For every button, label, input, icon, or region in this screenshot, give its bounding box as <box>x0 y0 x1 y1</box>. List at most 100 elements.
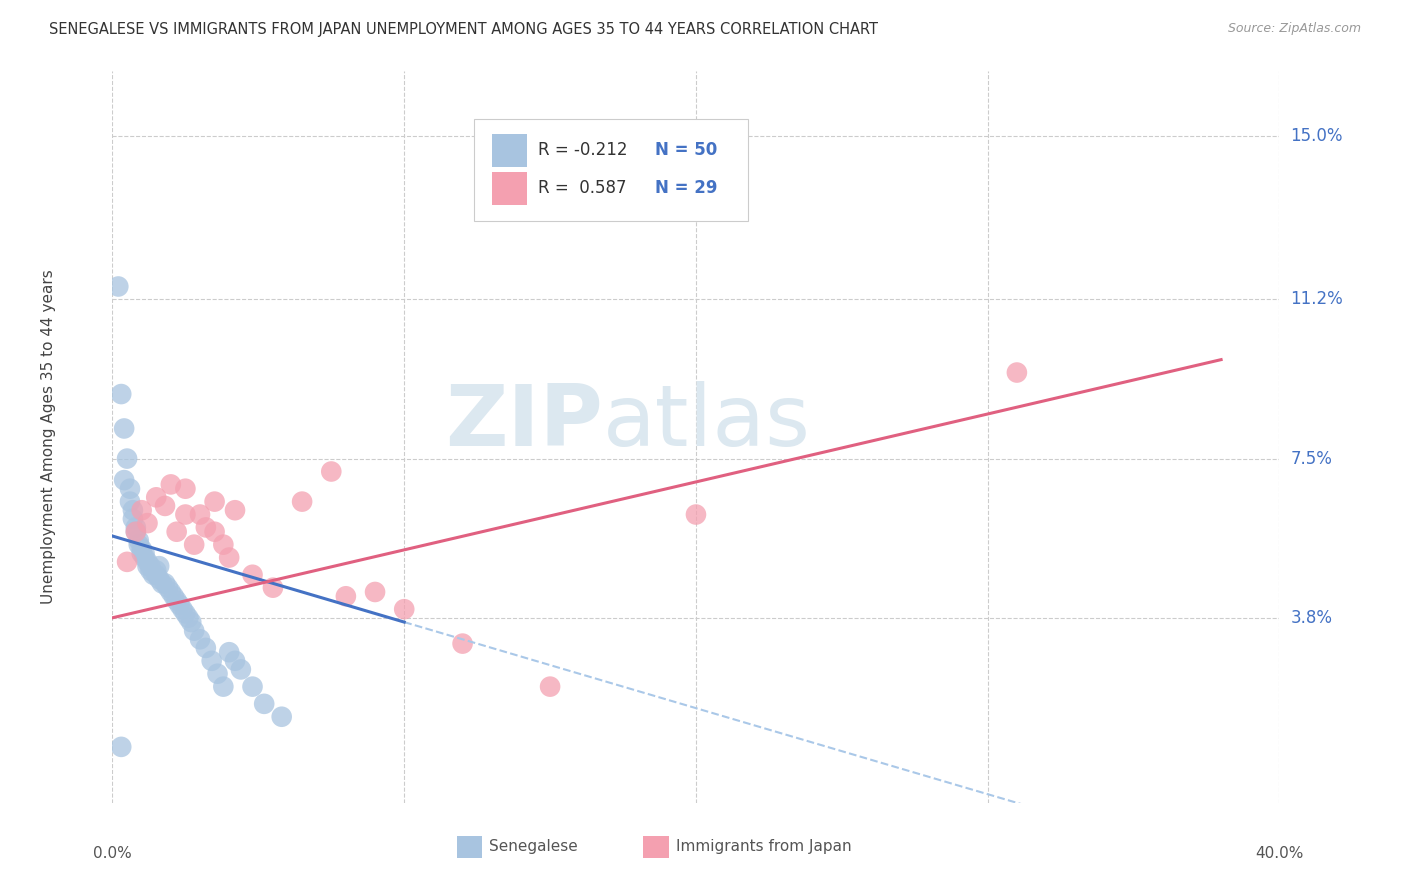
Point <box>142 567 165 582</box>
Point <box>110 387 132 401</box>
Point <box>229 662 252 676</box>
Point <box>145 567 167 582</box>
Point <box>394 602 416 616</box>
Point <box>115 451 138 466</box>
Text: 40.0%: 40.0% <box>1256 846 1303 861</box>
Point <box>1005 366 1028 380</box>
Point <box>224 503 246 517</box>
Point <box>156 581 179 595</box>
Point <box>125 524 148 539</box>
Point <box>136 516 159 530</box>
Text: Immigrants from Japan: Immigrants from Japan <box>676 839 852 855</box>
Point <box>177 611 200 625</box>
Point <box>169 598 191 612</box>
Point <box>128 533 150 548</box>
Text: R =  0.587: R = 0.587 <box>538 179 627 197</box>
Text: atlas: atlas <box>603 381 811 464</box>
Text: SENEGALESE VS IMMIGRANTS FROM JAPAN UNEMPLOYMENT AMONG AGES 35 TO 44 YEARS CORRE: SENEGALESE VS IMMIGRANTS FROM JAPAN UNEM… <box>49 22 879 37</box>
Point <box>685 508 707 522</box>
Point <box>153 499 176 513</box>
Point <box>166 593 188 607</box>
Point <box>538 680 561 694</box>
Point <box>364 585 387 599</box>
Point <box>188 508 211 522</box>
Point <box>188 632 211 647</box>
Point <box>148 572 170 586</box>
Point <box>204 494 226 508</box>
Point <box>136 555 159 569</box>
Point <box>112 421 135 435</box>
Text: R = -0.212: R = -0.212 <box>538 141 628 160</box>
Text: Source: ZipAtlas.com: Source: ZipAtlas.com <box>1227 22 1361 36</box>
Text: Senegalese: Senegalese <box>489 839 578 855</box>
Bar <box>492 134 527 167</box>
Text: 0.0%: 0.0% <box>93 846 132 861</box>
Point <box>291 494 314 508</box>
Text: 3.8%: 3.8% <box>1291 608 1333 627</box>
Point <box>270 710 292 724</box>
Point <box>174 508 197 522</box>
Point <box>145 491 167 505</box>
Point <box>253 697 276 711</box>
Point <box>134 550 156 565</box>
Point <box>148 559 170 574</box>
Point <box>212 538 235 552</box>
Point <box>212 680 235 694</box>
Bar <box>644 836 669 858</box>
Bar <box>457 836 482 858</box>
Point <box>139 559 162 574</box>
Point <box>125 520 148 534</box>
Text: N = 50: N = 50 <box>655 141 717 160</box>
Point <box>201 654 224 668</box>
Point <box>242 567 264 582</box>
Text: 11.2%: 11.2% <box>1291 291 1343 309</box>
Point <box>136 559 159 574</box>
Point <box>115 555 138 569</box>
Point <box>122 512 145 526</box>
Text: 7.5%: 7.5% <box>1291 450 1333 467</box>
Text: Unemployment Among Ages 35 to 44 years: Unemployment Among Ages 35 to 44 years <box>41 269 56 605</box>
Point <box>145 564 167 578</box>
Point <box>204 524 226 539</box>
Point <box>218 550 240 565</box>
Point <box>166 524 188 539</box>
Point <box>242 680 264 694</box>
Point <box>112 473 135 487</box>
Text: ZIP: ZIP <box>444 381 603 464</box>
FancyBboxPatch shape <box>474 119 748 221</box>
Text: 15.0%: 15.0% <box>1291 127 1343 145</box>
Point <box>131 546 153 560</box>
Point <box>180 615 202 629</box>
Point <box>163 589 186 603</box>
Point <box>321 465 343 479</box>
Point <box>262 581 284 595</box>
Point <box>174 607 197 621</box>
Point <box>335 589 357 603</box>
Point <box>160 585 183 599</box>
Bar <box>492 172 527 205</box>
Point <box>110 739 132 754</box>
Point <box>131 503 153 517</box>
Point <box>172 602 194 616</box>
Point <box>218 645 240 659</box>
Point <box>128 538 150 552</box>
Point <box>139 564 162 578</box>
Point <box>174 482 197 496</box>
Point <box>107 279 129 293</box>
Point <box>118 494 141 508</box>
Point <box>451 637 474 651</box>
Text: N = 29: N = 29 <box>655 179 717 197</box>
Point <box>125 524 148 539</box>
Point <box>134 546 156 560</box>
Point <box>224 654 246 668</box>
Point <box>153 576 176 591</box>
Point <box>118 482 141 496</box>
Point <box>183 624 205 638</box>
Point <box>122 503 145 517</box>
Point <box>160 477 183 491</box>
Point <box>207 666 229 681</box>
Point <box>194 640 217 655</box>
Point <box>183 538 205 552</box>
Point <box>194 520 217 534</box>
Point <box>150 576 173 591</box>
